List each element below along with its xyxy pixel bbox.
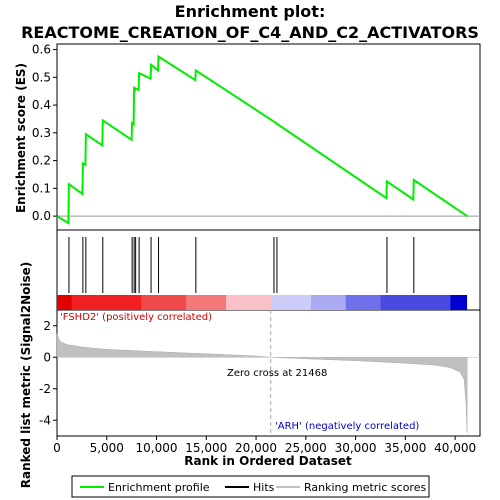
metric-y-tick-label: -2 xyxy=(39,382,51,396)
heatmap-segment xyxy=(57,295,72,310)
heatmap-segment xyxy=(270,295,311,310)
es-panel-frame xyxy=(56,43,481,231)
metric-y-tick-label: 2 xyxy=(43,319,51,333)
heatmap-segment xyxy=(310,295,346,310)
positive-correlation-label: 'FSHD2' (positively correlated) xyxy=(60,312,212,323)
metric-axis-label: Ranked list metric (Signal2Noise) xyxy=(19,262,33,489)
rank-x-tick-label: 5,000 xyxy=(90,441,124,455)
legend-ranking-label: Ranking metric scores xyxy=(304,481,426,494)
metric-y-tick-label: 0 xyxy=(43,350,51,364)
ranking-metric-series xyxy=(56,310,480,436)
es-y-ticks: 0.0 0.1 0.2 0.3 0.4 0.5 0.6 xyxy=(32,43,57,223)
rank-x-tick-label: 20,000 xyxy=(235,441,277,455)
es-y-tick-label: 0.1 xyxy=(32,181,51,195)
enrichment-profile-series xyxy=(56,54,468,225)
heatmap-segment xyxy=(71,295,142,310)
heatmap-segment xyxy=(141,295,187,310)
metric-y-tick-label: -4 xyxy=(39,413,51,427)
heatmap-segment xyxy=(186,295,227,310)
legend-box xyxy=(71,475,430,498)
metric-panel-frame xyxy=(56,309,481,437)
heatmap-segment xyxy=(380,295,451,310)
es-y-tick-label: 0.0 xyxy=(32,209,51,223)
es-y-tick-label: 0.2 xyxy=(32,154,51,168)
rank-x-tick-label: 15,000 xyxy=(185,441,227,455)
chart-title: Enrichment plot: xyxy=(175,2,326,21)
metric-y-ticks: -4 -2 0 2 xyxy=(39,319,57,427)
hit-marks xyxy=(68,237,415,293)
negative-correlation-label: 'ARH' (negatively correlated) xyxy=(275,421,419,432)
heatmap-segment xyxy=(450,295,468,310)
rank-x-tick-label: 25,000 xyxy=(285,441,327,455)
rank-x-ticks: 0 5,000 10,000 15,000 20,000 25,000 30,000 35,0… xyxy=(53,436,476,455)
heatmap-segment xyxy=(345,295,381,310)
rank-x-tick-label: 35,000 xyxy=(384,441,426,455)
rank-axis-label: Rank in Ordered Dataset xyxy=(184,454,352,468)
ranking-heatmap-bar xyxy=(57,295,468,310)
enrichment-profile-line xyxy=(56,54,468,225)
es-y-tick-label: 0.4 xyxy=(32,98,51,112)
rank-x-tick-label: 40,000 xyxy=(434,441,476,455)
es-axis-label: Enrichment score (ES) xyxy=(14,63,28,213)
ranking-metric-area xyxy=(56,333,468,433)
chart-subtitle: REACTOME_CREATION_OF_C4_AND_C2_ACTIVATOR… xyxy=(21,23,479,42)
es-y-tick-label: 0.6 xyxy=(32,43,51,57)
zero-cross-label: Zero cross at 21468 xyxy=(227,368,327,379)
legend-hits-label: Hits xyxy=(253,481,275,494)
rank-x-tick-label: 0 xyxy=(53,441,61,455)
legend-enrichment-label: Enrichment profile xyxy=(108,481,210,494)
es-y-tick-label: 0.5 xyxy=(32,70,51,84)
heatmap-segment xyxy=(226,295,271,310)
es-y-tick-label: 0.3 xyxy=(32,126,51,140)
rank-x-tick-label: 10,000 xyxy=(136,441,178,455)
rank-x-tick-label: 30,000 xyxy=(335,441,377,455)
